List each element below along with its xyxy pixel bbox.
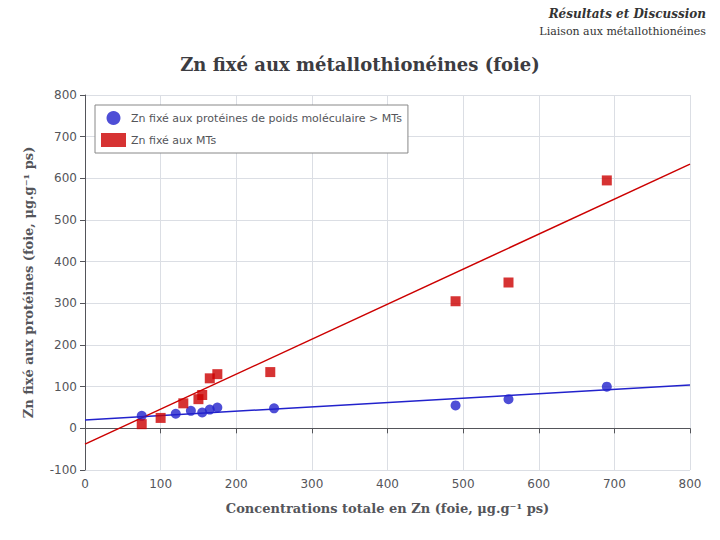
svg-text:100: 100 [54,380,77,394]
svg-text:400: 400 [54,255,77,269]
svg-text:500: 500 [452,477,475,491]
svg-text:Zn fixé aux protéines de poids: Zn fixé aux protéines de poids moléculai… [131,112,402,125]
svg-text:600: 600 [527,477,550,491]
svg-text:300: 300 [300,477,323,491]
svg-text:Zn fixé aux MTs: Zn fixé aux MTs [131,134,216,147]
svg-text:700: 700 [54,130,77,144]
svg-text:Zn fixé aux protéines (foie, μ: Zn fixé aux protéines (foie, μg.g⁻¹ ps) [21,147,36,419]
svg-text:200: 200 [54,338,77,352]
svg-text:Liaison aux métallothionéines: Liaison aux métallothionéines [539,25,706,38]
svg-text:500: 500 [54,213,77,227]
svg-text:Zn fixé aux métallothionéines: Zn fixé aux métallothionéines (foie) [180,54,540,75]
svg-text:300: 300 [54,296,77,310]
svg-text:0: 0 [81,477,89,491]
svg-text:0: 0 [69,421,77,435]
svg-text:Concentrations totale en Zn (f: Concentrations totale en Zn (foie, μg.g⁻… [226,501,549,516]
svg-text:800: 800 [679,477,702,491]
svg-text:200: 200 [225,477,248,491]
svg-text:400: 400 [376,477,399,491]
svg-text:700: 700 [603,477,626,491]
svg-text:600: 600 [54,171,77,185]
svg-text:Résultats et Discussion: Résultats et Discussion [548,7,706,21]
svg-text:800: 800 [54,88,77,102]
svg-text:-100: -100 [50,463,77,477]
svg-text:100: 100 [149,477,172,491]
